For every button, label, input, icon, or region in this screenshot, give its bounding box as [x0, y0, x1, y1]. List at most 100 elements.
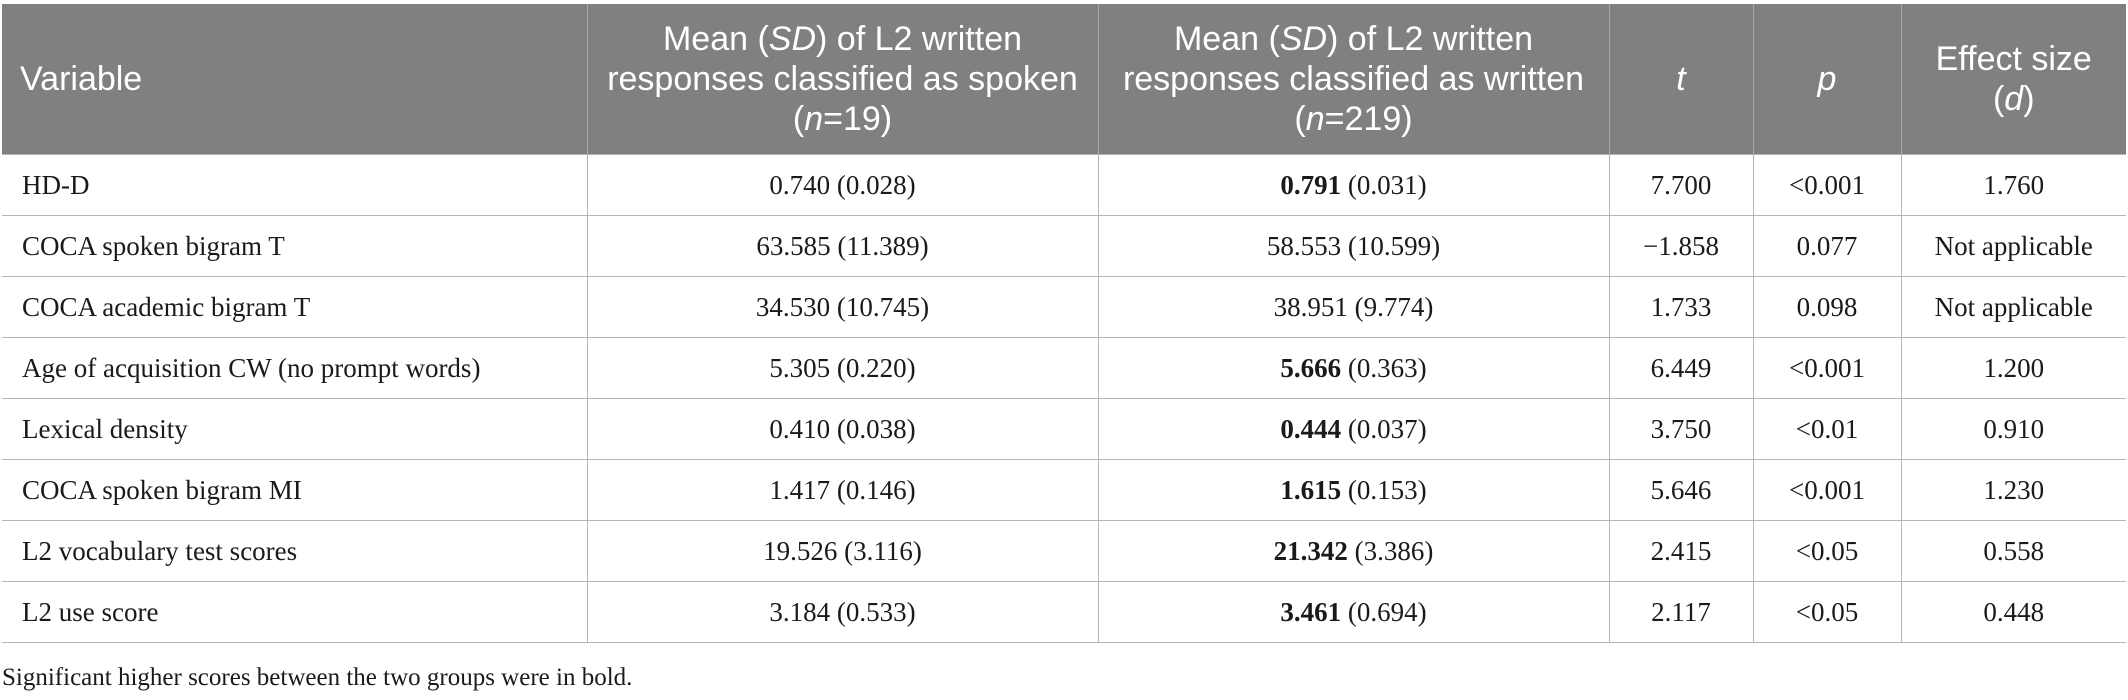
- p-value: <0.001: [1789, 169, 1865, 200]
- cell-t: 1.733: [1609, 276, 1754, 338]
- table-row: HD-D 0.740 (0.028) 0.791 (0.031) 7.700 <0.00…: [2, 154, 2126, 216]
- cell-spoken-mean-sd: 0.740 (0.028): [587, 154, 1099, 216]
- spoken-sd: (0.533): [836, 596, 916, 627]
- spoken-mean: 0.410: [769, 413, 831, 444]
- spoken-mean: 34.530: [755, 291, 831, 322]
- t-value: 2.415: [1650, 535, 1712, 566]
- cell-t: −1.858: [1609, 215, 1754, 277]
- written-mean: 38.951: [1273, 291, 1348, 322]
- spoken-sd: (0.038): [836, 413, 916, 444]
- cell-p: <0.01: [1753, 398, 1902, 460]
- spoken-mean: 19.526: [763, 535, 838, 566]
- cell-p: 0.098: [1753, 276, 1902, 338]
- table-header: Variable Mean (SD) of L2 written respons…: [2, 4, 2126, 155]
- header-written-prefix: Mean (: [1173, 20, 1280, 58]
- p-value: <0.01: [1795, 413, 1859, 444]
- variable-name: COCA academic bigram T: [22, 291, 311, 322]
- written-sd: (9.774): [1354, 291, 1434, 322]
- cell-spoken-mean-sd: 19.526 (3.116): [587, 520, 1099, 582]
- spoken-mean: 63.585: [756, 230, 831, 261]
- header-written-mid: ) of L2 written responses classified as …: [1122, 20, 1585, 138]
- cell-effect-size: 0.910: [1901, 398, 2126, 460]
- cell-variable: COCA spoken bigram T: [2, 215, 588, 277]
- table-row: L2 vocabulary test scores 19.526 (3.116) 2…: [2, 520, 2126, 582]
- p-value: <0.001: [1789, 352, 1865, 383]
- p-value: 0.098: [1796, 291, 1858, 322]
- table-row: COCA spoken bigram T 63.585 (11.389) 58.55…: [2, 215, 2126, 277]
- spoken-mean: 5.305: [769, 352, 831, 383]
- written-sd: (3.386): [1354, 535, 1434, 566]
- header-spoken-mid: ) of L2 written responses classified as …: [607, 20, 1078, 138]
- cell-spoken-mean-sd: 3.184 (0.533): [587, 581, 1099, 643]
- spoken-mean: 3.184: [769, 596, 831, 627]
- spoken-mean: 1.417: [769, 474, 831, 505]
- cell-t: 3.750: [1609, 398, 1754, 460]
- cell-variable: COCA academic bigram T: [2, 276, 588, 338]
- effect-size-value: 0.558: [1983, 535, 2045, 566]
- cell-t: 2.415: [1609, 520, 1754, 582]
- written-mean: 0.791: [1280, 169, 1342, 200]
- t-value: 1.733: [1650, 291, 1712, 322]
- header-written-suffix: =219): [1324, 100, 1413, 138]
- cell-p: <0.05: [1753, 520, 1902, 582]
- effect-size-value: 1.760: [1983, 169, 2045, 200]
- header-variable-text: Variable: [20, 60, 143, 98]
- table-row: L2 use score 3.184 (0.533) 3.461 (0.694) 2.…: [2, 581, 2126, 643]
- cell-variable: L2 vocabulary test scores: [2, 520, 588, 582]
- header-p: p: [1753, 4, 1902, 155]
- header-spoken-mean: Mean (SD) of L2 written responses classi…: [587, 4, 1099, 155]
- spoken-sd: (0.028): [836, 169, 916, 200]
- cell-written-mean-sd: 38.951 (9.774): [1098, 276, 1610, 338]
- cell-p: <0.001: [1753, 459, 1902, 521]
- t-value: 6.449: [1650, 352, 1712, 383]
- written-sd: (0.694): [1347, 596, 1427, 627]
- spoken-sd: (0.146): [836, 474, 916, 505]
- cell-variable: Age of acquisition CW (no prompt words): [2, 337, 588, 399]
- spoken-mean: 0.740: [769, 169, 831, 200]
- cell-effect-size: 1.760: [1901, 154, 2126, 216]
- p-value: <0.05: [1795, 596, 1859, 627]
- written-sd: (0.363): [1347, 352, 1427, 383]
- t-value: −1.858: [1643, 230, 1719, 261]
- written-mean: 1.615: [1280, 474, 1342, 505]
- header-spoken-prefix: Mean (: [662, 20, 769, 58]
- table-footnote: Significant higher scores between the tw…: [2, 664, 633, 691]
- cell-t: 7.700: [1609, 154, 1754, 216]
- header-row: Variable Mean (SD) of L2 written respons…: [2, 4, 2126, 155]
- effect-size-value: 1.230: [1983, 474, 2045, 505]
- written-sd: (10.599): [1347, 230, 1441, 261]
- header-spoken-sd: SD: [768, 20, 817, 58]
- cell-t: 2.117: [1609, 581, 1754, 643]
- effect-size-value: 1.200: [1983, 352, 2045, 383]
- t-value: 2.117: [1651, 596, 1711, 627]
- table-body: HD-D 0.740 (0.028) 0.791 (0.031) 7.700 <0.00…: [2, 154, 2126, 643]
- cell-written-mean-sd: 0.791 (0.031): [1098, 154, 1610, 216]
- written-sd: (0.037): [1347, 413, 1427, 444]
- effect-size-value: Not applicable: [1934, 291, 2093, 322]
- variable-name: Age of acquisition CW (no prompt words): [22, 352, 481, 383]
- cell-p: 0.077: [1753, 215, 1902, 277]
- cell-spoken-mean-sd: 5.305 (0.220): [587, 337, 1099, 399]
- spoken-sd: (11.389): [837, 230, 929, 261]
- cell-effect-size: 0.558: [1901, 520, 2126, 582]
- cell-effect-size: 0.448: [1901, 581, 2126, 643]
- header-variable: Variable: [2, 4, 588, 155]
- results-table: Variable Mean (SD) of L2 written respons…: [2, 4, 2126, 643]
- variable-name: HD-D: [22, 169, 90, 200]
- table-row: Age of acquisition CW (no prompt words) 5…: [2, 337, 2126, 399]
- header-spoken-n: n: [804, 100, 824, 138]
- cell-written-mean-sd: 3.461 (0.694): [1098, 581, 1610, 643]
- cell-effect-size: 1.200: [1901, 337, 2126, 399]
- cell-p: <0.001: [1753, 154, 1902, 216]
- cell-spoken-mean-sd: 0.410 (0.038): [587, 398, 1099, 460]
- written-sd: (0.031): [1347, 169, 1427, 200]
- cell-variable: Lexical density: [2, 398, 588, 460]
- written-sd: (0.153): [1347, 474, 1427, 505]
- written-mean: 0.444: [1280, 413, 1342, 444]
- written-mean: 3.461: [1280, 596, 1342, 627]
- cell-variable: HD-D: [2, 154, 588, 216]
- table-row: COCA spoken bigram MI 1.417 (0.146) 1.615 …: [2, 459, 2126, 521]
- variable-name: COCA spoken bigram T: [22, 230, 285, 261]
- t-value: 7.700: [1650, 169, 1712, 200]
- p-value: <0.05: [1795, 535, 1859, 566]
